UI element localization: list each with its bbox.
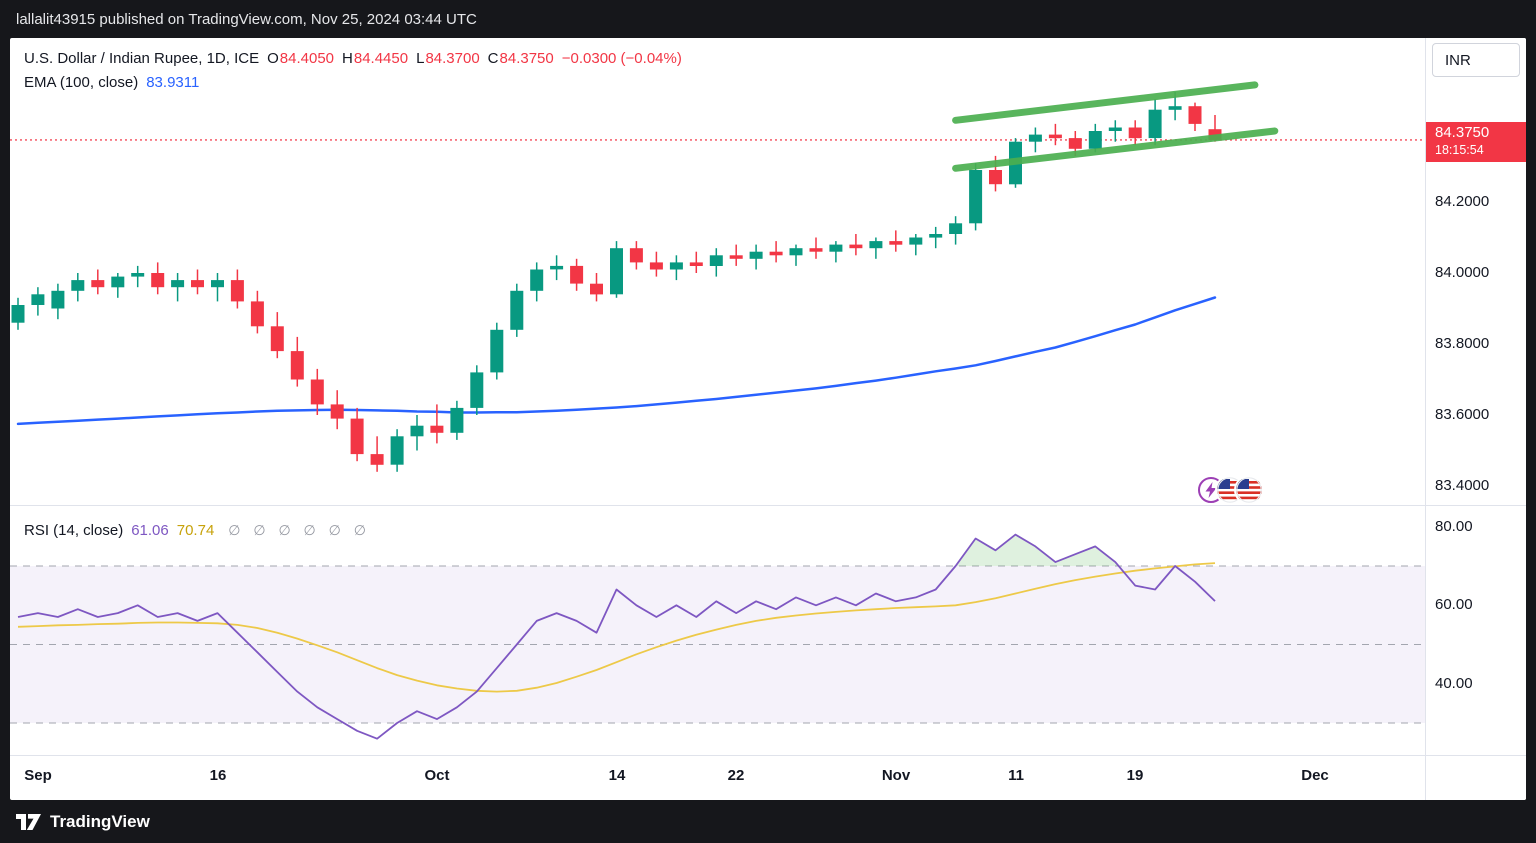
axis-divider — [10, 755, 1526, 756]
price-scale-axis[interactable]: INR 84.400084.200084.000083.800083.60008… — [1425, 38, 1526, 800]
badge-countdown: 18:15:54 — [1435, 143, 1484, 157]
instrument-flags — [1198, 477, 1262, 503]
price-axis-label: 83.8000 — [1435, 335, 1490, 352]
symbol-title: U.S. Dollar / Indian Rupee, 1D, ICE — [24, 50, 260, 67]
pane-divider — [10, 505, 1526, 506]
rsi-hidden-values: ∅ ∅ ∅ ∅ ∅ ∅ — [228, 522, 366, 538]
low-value: L 84.3700 — [416, 50, 480, 67]
badge-price: 84.3750 — [1435, 124, 1490, 141]
footer-bar: TradingView — [0, 800, 1536, 843]
time-axis-label: 16 — [209, 767, 227, 784]
price-legend: U.S. Dollar / Indian Rupee, 1D, ICE O 84.… — [24, 50, 682, 67]
time-axis-label: Dec — [1301, 767, 1329, 784]
high-value: H 84.4450 — [342, 50, 409, 67]
currency-button[interactable]: INR — [1432, 43, 1520, 77]
rsi-value: 61.06 — [131, 522, 169, 539]
publish-bar: lallalit43915 published on TradingView.c… — [0, 0, 1536, 38]
time-axis-label: Nov — [881, 767, 911, 784]
open-value: O 84.4050 — [267, 50, 335, 67]
tradingview-wordmark[interactable]: TradingView — [50, 811, 150, 831]
rsi-ma-value: 70.74 — [176, 522, 215, 539]
price-axis-label: 83.4000 — [1435, 477, 1490, 494]
rsi-legend: RSI (14, close) 61.06 70.74 ∅ ∅ ∅ ∅ ∅ ∅ — [24, 522, 366, 539]
change-value: −0.0300 (−0.04%) — [561, 50, 682, 67]
chart-card: U.S. Dollar / Indian Rupee, 1D, ICE O 84.… — [10, 38, 1526, 800]
us-flag-icon-2[interactable] — [1236, 477, 1262, 503]
time-axis[interactable]: Sep 16 Oct 14 22 Nov 11 19 Dec — [10, 755, 1425, 800]
price-axis-label: 84.2000 — [1435, 193, 1490, 210]
rsi-axis-label: 80.00 — [1435, 518, 1473, 535]
price-axis-label: 83.6000 — [1435, 406, 1490, 423]
rsi-label: RSI (14, close) — [24, 522, 124, 539]
time-axis-label: Sep — [24, 767, 52, 784]
current-price-badge: 84.3750 18:15:54 — [1426, 122, 1526, 162]
rsi-axis-label: 40.00 — [1435, 675, 1473, 692]
rsi-axis-label: 60.00 — [1435, 596, 1473, 613]
time-axis-label: 11 — [1008, 767, 1024, 784]
close-value: C 84.3750 — [487, 50, 554, 67]
price-axis-label: 84.0000 — [1435, 264, 1490, 281]
rsi-chart[interactable] — [10, 505, 1425, 755]
price-chart[interactable] — [10, 38, 1425, 505]
tradingview-logo[interactable] — [16, 813, 41, 830]
ema-value: 83.9311 — [146, 74, 200, 91]
time-axis-label: 14 — [608, 767, 626, 784]
time-axis-label: 22 — [727, 767, 745, 784]
ema-legend: EMA (100, close) 83.9311 — [24, 74, 199, 91]
currency-label: INR — [1445, 51, 1471, 69]
time-axis-label: Oct — [424, 767, 450, 784]
time-axis-label: 19 — [1126, 767, 1144, 784]
publish-text: lallalit43915 published on TradingView.c… — [16, 10, 477, 28]
ema-label: EMA (100, close) — [24, 74, 139, 91]
